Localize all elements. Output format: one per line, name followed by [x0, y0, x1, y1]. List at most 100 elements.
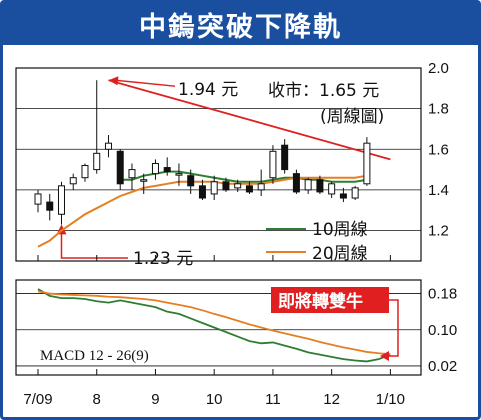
candlestick: [257, 169, 265, 196]
candlestick: [128, 163, 136, 190]
candlestick: [234, 179, 242, 192]
candlestick: [57, 181, 65, 225]
candle-body-up: [69, 177, 77, 185]
candlestick: [328, 181, 336, 199]
macd-y-tick: 0.02: [428, 358, 457, 375]
candlestick: [304, 177, 312, 194]
candle-body-down: [187, 175, 195, 187]
candle-body-down: [222, 181, 230, 191]
candlestick: [222, 177, 230, 192]
close-label: 收市：1.65 元: [268, 81, 379, 101]
x-tick-label: 11: [265, 391, 281, 408]
macd-line: [37, 288, 391, 363]
candlestick: [175, 163, 183, 186]
candlestick: [116, 149, 124, 190]
candle-body-up: [128, 169, 136, 179]
candle-body-up: [175, 173, 183, 176]
candle-body-down: [116, 150, 124, 185]
macd-callout: 即將轉雙牛: [271, 287, 399, 361]
ma10-line: [120, 170, 368, 183]
candlestick: [151, 159, 159, 180]
candlestick: [46, 193, 54, 221]
chart-title: 中鎢突破下降軌: [3, 3, 478, 45]
price-y-tick: 2.0: [428, 60, 449, 77]
candle-body-down: [163, 167, 171, 173]
price-y-tick: 1.6: [428, 141, 449, 158]
candlestick: [316, 175, 324, 194]
x-tick-labels: 7/09 8 9 10 11 12 1/10: [23, 255, 405, 408]
high-annotation: 1.94 元: [178, 80, 238, 100]
callout-text: 即將轉雙牛: [278, 291, 363, 312]
callout-arrowhead: [380, 351, 389, 361]
candle-body-up: [210, 181, 218, 195]
macd-line-group: [37, 288, 391, 363]
macd-panel: [15, 279, 422, 376]
candle-body-down: [339, 193, 347, 199]
x-tick-label: 9: [151, 391, 159, 408]
candle-body-down: [292, 173, 300, 193]
candlestick: [34, 189, 42, 213]
candlestick: [81, 163, 89, 182]
candle-body-down: [245, 185, 253, 193]
candle-body-up: [140, 179, 148, 182]
candlestick: [245, 181, 253, 194]
callout-arrow: [387, 299, 399, 357]
trendline-group: [56, 76, 391, 259]
candlestick: [163, 157, 171, 176]
candle-body-up: [93, 152, 101, 171]
weekly-chart-note: (周線圖): [320, 107, 384, 127]
candle-body-up: [104, 142, 112, 150]
candle-body-down: [46, 201, 54, 211]
candle-body-down: [281, 144, 289, 171]
candlestick: [351, 185, 359, 201]
price-y-tick: 1.8: [428, 101, 449, 118]
x-tick-label: 1/10: [376, 391, 405, 408]
candlestick-group: [34, 80, 371, 225]
candle-body-up: [269, 150, 277, 179]
candlestick: [210, 175, 218, 201]
low-arrow-line: [60, 232, 128, 259]
candlestick: [269, 145, 277, 184]
candlestick: [93, 80, 101, 174]
candle-body-up: [304, 179, 312, 191]
macd-y-tick: 0.10: [428, 322, 457, 339]
callout-box: [271, 287, 389, 313]
annotation-group: 1.94 元 1.23 元 收市：1.65 元 (周線圖) MACD 12 - …: [40, 80, 384, 364]
candle-body-up: [234, 183, 242, 189]
candlestick: [292, 169, 300, 194]
high-arrow-line: [114, 79, 176, 87]
candle-body-up: [351, 187, 359, 199]
candle-body-up: [363, 142, 371, 185]
candle-body-down: [198, 185, 206, 199]
x-tick-label: 7/09: [23, 391, 52, 408]
candlestick: [187, 169, 195, 194]
candlestick: [363, 137, 371, 186]
x-tick-label: 8: [93, 391, 101, 408]
macd-signal-line: [37, 290, 391, 356]
x-tick-label: 12: [323, 391, 340, 408]
macd-y-tick: 0.18: [428, 286, 457, 303]
candle-body-up: [81, 165, 89, 179]
legend-label-20wk: 20周線: [312, 244, 368, 264]
candlestick: [198, 179, 206, 201]
legend-label-10wk: 10周線: [312, 220, 368, 240]
y-tick-labels: 2.0 1.8 1.6 1.4 1.2 0.18 0.10 0.02: [428, 60, 457, 375]
candle-body-up: [328, 183, 336, 195]
candlestick: [281, 139, 289, 174]
downtrend-line: [108, 79, 391, 161]
candlestick: [339, 187, 347, 203]
candle-body-up: [257, 183, 265, 191]
candle-body-up: [57, 185, 65, 215]
candlestick: [69, 173, 77, 190]
candlestick: [140, 173, 148, 194]
candle-body-down: [316, 179, 324, 193]
candlestick: [104, 135, 112, 158]
macd-label: MACD 12 - 26(9): [40, 348, 149, 364]
candle-body-up: [34, 193, 42, 205]
legend: 10周線 20周線: [266, 220, 368, 264]
high-arrowhead: [108, 76, 119, 86]
price-y-tick: 1.2: [428, 223, 449, 240]
low-annotation: 1.23 元: [133, 249, 193, 269]
